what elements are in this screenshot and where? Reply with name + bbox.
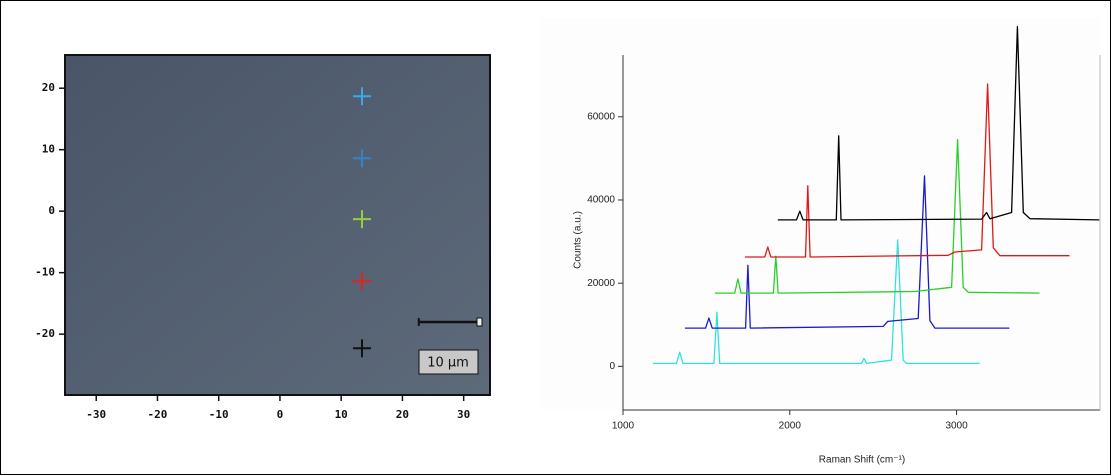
cross-marker — [353, 339, 372, 358]
scale-bar-label: 10 μm — [427, 356, 469, 371]
x-tick-label: 2000 — [779, 421, 802, 432]
cross-marker — [353, 210, 372, 229]
x-tick-label: 3000 — [945, 421, 968, 432]
y-tick-label: 20 — [42, 81, 55, 94]
y-tick-label: 60000 — [587, 111, 615, 122]
y-tick-label: -10 — [35, 266, 55, 279]
spectrum-line — [714, 139, 1040, 294]
scale-bar-label-box — [418, 349, 479, 375]
scale-bar-end-box — [476, 317, 483, 327]
x-tick-label: -10 — [209, 408, 229, 421]
x-tick-label: -20 — [148, 408, 168, 421]
y-tick-label: 10 — [42, 143, 55, 156]
y-tick-label: 20000 — [587, 278, 615, 289]
y-tick-label: 0 — [609, 361, 615, 372]
spectrum-line — [744, 83, 1070, 258]
y-axis-label: Counts (a.u.) — [573, 211, 584, 269]
cross-marker — [353, 87, 372, 106]
x-tick-label: 10 — [335, 408, 348, 421]
x-axis-label: Raman Shift (cm⁻¹) — [819, 455, 905, 466]
y-tick-label: 40000 — [587, 195, 615, 206]
y-tick-label: -20 — [35, 327, 55, 340]
x-tick-label: 1000 — [612, 421, 635, 432]
microscope-image — [64, 54, 491, 396]
x-tick-label: -30 — [86, 408, 106, 421]
spectrum-line — [684, 175, 1010, 329]
x-tick-label: 30 — [457, 408, 470, 421]
x-tick-label: 0 — [277, 408, 284, 421]
y-tick-label: 0 — [48, 204, 55, 217]
cross-marker — [353, 149, 372, 168]
spectrum-line — [777, 25, 1100, 221]
x-tick-label: 20 — [396, 408, 409, 421]
cross-marker — [353, 272, 372, 291]
